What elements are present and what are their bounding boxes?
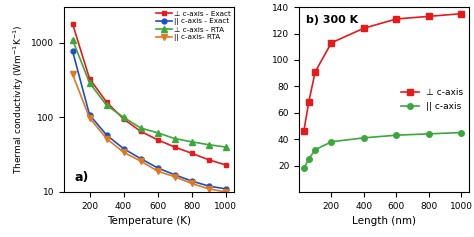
X-axis label: Length (nm): Length (nm) [352,216,416,226]
|| c-axis [328,140,334,143]
Legend: ⊥ c-axis, || c-axis: ⊥ c-axis, || c-axis [397,85,466,114]
Line: || c-axis- RTA: || c-axis- RTA [69,71,229,195]
|| c-axis- RTA [70,73,75,76]
|| c-axis [393,134,399,137]
X-axis label: Temperature (K): Temperature (K) [107,216,191,226]
|| c-axis- RTA [206,187,211,190]
⊥ c-axis [301,130,307,133]
⊥ c-axis [328,41,334,44]
⊥ c-axis - RTA [189,140,194,143]
|| c-axis - Exact [189,180,194,182]
|| c-axis - Exact [104,134,109,137]
|| c-axis [458,131,464,134]
|| c-axis [426,132,431,135]
⊥ c-axis - RTA [206,143,211,146]
Text: a): a) [74,171,89,184]
⊥ c-axis - Exact [155,138,161,141]
Line: || c-axis: || c-axis [301,130,464,171]
⊥ c-axis - RTA [70,38,75,41]
|| c-axis - Exact [155,167,161,169]
|| c-axis- RTA [172,175,178,178]
|| c-axis - Exact [70,49,75,52]
⊥ c-axis [426,15,431,18]
⊥ c-axis - Exact [223,164,228,166]
⊥ c-axis - RTA [223,146,228,148]
|| c-axis - Exact [206,185,211,187]
|| c-axis- RTA [223,191,228,193]
⊥ c-axis - RTA [87,82,92,84]
⊥ c-axis - RTA [138,127,144,129]
⊥ c-axis - RTA [172,137,178,140]
|| c-axis- RTA [155,170,161,173]
⊥ c-axis [393,18,399,20]
⊥ c-axis [306,101,311,104]
Line: ⊥ c-axis - RTA: ⊥ c-axis - RTA [69,36,229,150]
⊥ c-axis - Exact [70,22,75,25]
Line: || c-axis - Exact: || c-axis - Exact [70,48,228,191]
|| c-axis [361,137,367,139]
⊥ c-axis - Exact [189,152,194,155]
|| c-axis- RTA [104,137,109,140]
⊥ c-axis - Exact [87,77,92,80]
⊥ c-axis - Exact [104,101,109,104]
Text: b) 300 K: b) 300 K [306,14,358,24]
⊥ c-axis [361,27,367,30]
Y-axis label: Thermal conductivity (Wm$^{-1}$K$^{-1}$): Thermal conductivity (Wm$^{-1}$K$^{-1}$) [11,25,26,174]
⊥ c-axis - Exact [138,130,144,133]
⊥ c-axis - Exact [172,146,178,148]
|| c-axis- RTA [87,117,92,119]
|| c-axis - Exact [138,157,144,160]
|| c-axis - Exact [223,187,228,190]
⊥ c-axis - RTA [104,104,109,107]
Line: ⊥ c-axis - Exact: ⊥ c-axis - Exact [70,21,228,167]
|| c-axis [301,167,307,170]
|| c-axis - Exact [87,114,92,116]
⊥ c-axis - RTA [121,116,127,119]
⊥ c-axis - Exact [206,158,211,161]
⊥ c-axis [312,70,318,73]
|| c-axis [312,148,318,151]
|| c-axis - Exact [121,147,127,150]
|| c-axis - Exact [172,173,178,176]
⊥ c-axis - Exact [121,118,127,120]
⊥ c-axis - RTA [155,131,161,134]
⊥ c-axis [458,12,464,15]
|| c-axis- RTA [189,182,194,185]
Legend: ⊥ c-axis - Exact, || c-axis - Exact, ⊥ c-axis - RTA, || c-axis- RTA: ⊥ c-axis - Exact, || c-axis - Exact, ⊥ c… [154,9,232,43]
|| c-axis [306,158,311,160]
|| c-axis- RTA [138,160,144,162]
Line: ⊥ c-axis: ⊥ c-axis [301,11,464,134]
|| c-axis- RTA [121,151,127,154]
